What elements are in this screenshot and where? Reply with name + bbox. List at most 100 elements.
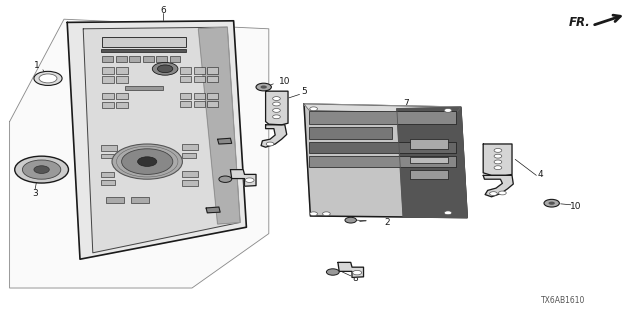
Circle shape [266, 142, 274, 146]
Bar [182, 144, 198, 150]
Text: 10: 10 [570, 202, 582, 211]
Circle shape [490, 192, 497, 196]
Polygon shape [67, 21, 246, 259]
Bar [131, 197, 149, 203]
Bar [101, 145, 117, 151]
Bar [170, 56, 180, 62]
Bar [182, 171, 198, 177]
Polygon shape [198, 27, 240, 224]
Circle shape [256, 83, 271, 91]
Bar [116, 67, 128, 74]
Bar [102, 67, 114, 74]
Circle shape [157, 65, 173, 73]
Bar [182, 153, 196, 158]
Circle shape [152, 62, 178, 75]
Circle shape [345, 217, 356, 223]
Circle shape [323, 212, 330, 216]
Polygon shape [397, 107, 467, 218]
Text: 3: 3 [33, 189, 38, 198]
Bar [180, 76, 191, 82]
Circle shape [273, 102, 280, 106]
Circle shape [444, 108, 452, 112]
Bar [102, 37, 186, 47]
Polygon shape [10, 19, 269, 288]
Polygon shape [230, 170, 256, 186]
Bar [194, 67, 205, 74]
Text: FR.: FR. [568, 16, 590, 29]
Circle shape [15, 156, 68, 183]
Bar [182, 180, 198, 186]
Circle shape [499, 191, 506, 195]
Circle shape [310, 212, 317, 216]
Bar [309, 111, 456, 124]
Text: 7: 7 [404, 100, 409, 108]
Circle shape [353, 270, 362, 275]
Circle shape [122, 149, 173, 174]
Polygon shape [261, 125, 287, 147]
Text: 1: 1 [35, 61, 40, 70]
Bar [116, 93, 128, 99]
Bar [410, 170, 448, 179]
Polygon shape [483, 144, 512, 175]
Bar [106, 197, 124, 203]
Text: 9: 9 [205, 210, 211, 219]
Circle shape [34, 71, 62, 85]
Bar [207, 93, 218, 99]
Polygon shape [266, 91, 288, 125]
Bar [143, 56, 154, 62]
Bar [207, 67, 218, 74]
Text: 2: 2 [385, 218, 390, 227]
Bar [102, 56, 113, 62]
Bar [194, 76, 205, 82]
Bar [116, 76, 128, 83]
Bar [101, 172, 114, 177]
Circle shape [219, 176, 232, 182]
Circle shape [494, 166, 502, 170]
Bar [125, 86, 163, 90]
Bar [309, 142, 456, 153]
Bar [102, 102, 114, 108]
Polygon shape [218, 138, 232, 144]
Circle shape [245, 178, 254, 182]
Polygon shape [304, 104, 467, 218]
Bar [410, 157, 448, 163]
Bar [156, 56, 167, 62]
Text: 9: 9 [225, 135, 230, 144]
Bar [180, 101, 191, 107]
Text: 4: 4 [538, 170, 543, 179]
Bar [194, 101, 205, 107]
Circle shape [273, 97, 280, 100]
Bar [309, 156, 456, 167]
Bar [410, 139, 448, 149]
Bar [194, 93, 205, 99]
Circle shape [544, 199, 559, 207]
Bar [207, 101, 218, 107]
Circle shape [444, 211, 452, 215]
Circle shape [273, 115, 280, 119]
Circle shape [34, 166, 49, 173]
Circle shape [22, 160, 61, 179]
Circle shape [260, 85, 267, 89]
Bar [309, 127, 392, 139]
Bar [129, 56, 140, 62]
Polygon shape [83, 27, 240, 253]
Circle shape [494, 154, 502, 158]
Polygon shape [338, 262, 364, 277]
Circle shape [326, 269, 339, 275]
Circle shape [273, 108, 280, 112]
Text: 6: 6 [161, 6, 166, 15]
Bar [180, 93, 191, 99]
Text: 8: 8 [353, 274, 358, 283]
Bar [102, 76, 114, 83]
Bar [180, 67, 191, 74]
Bar [207, 76, 218, 82]
Circle shape [494, 148, 502, 152]
Text: 5: 5 [301, 87, 307, 96]
Circle shape [310, 107, 317, 111]
Bar [101, 49, 186, 52]
Text: TX6AB1610: TX6AB1610 [541, 296, 586, 305]
Bar [116, 102, 128, 108]
Circle shape [494, 160, 502, 164]
Polygon shape [483, 175, 513, 197]
Bar [101, 180, 115, 185]
